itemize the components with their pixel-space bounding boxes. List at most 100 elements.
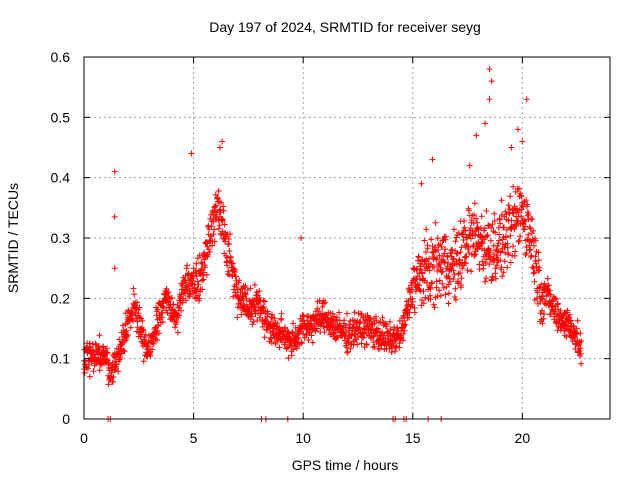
data-point bbox=[363, 341, 370, 348]
data-point bbox=[508, 144, 515, 151]
data-point bbox=[241, 284, 248, 291]
data-point bbox=[434, 235, 441, 242]
data-point bbox=[487, 237, 494, 244]
data-point bbox=[472, 232, 479, 239]
data-point bbox=[136, 304, 143, 311]
data-point bbox=[213, 202, 219, 209]
data-point bbox=[250, 318, 257, 325]
data-point bbox=[278, 316, 285, 323]
data-point bbox=[445, 281, 452, 288]
data-point bbox=[466, 162, 473, 169]
data-point bbox=[419, 270, 426, 277]
data-point bbox=[319, 304, 326, 310]
data-point bbox=[494, 242, 501, 249]
data-point bbox=[195, 281, 202, 288]
data-point bbox=[199, 286, 206, 293]
data-point bbox=[360, 334, 367, 341]
data-point bbox=[261, 334, 268, 341]
data-point bbox=[417, 263, 424, 270]
data-point bbox=[178, 307, 184, 314]
data-point bbox=[452, 238, 459, 245]
axis-ticks bbox=[83, 56, 610, 420]
y-tick-label: 0 bbox=[62, 411, 70, 427]
data-point bbox=[418, 180, 425, 187]
data-point bbox=[124, 332, 131, 338]
data-point bbox=[351, 309, 358, 316]
data-point bbox=[322, 299, 329, 306]
data-point bbox=[260, 304, 267, 310]
data-point bbox=[154, 337, 161, 344]
data-point bbox=[216, 222, 223, 229]
data-point bbox=[276, 344, 283, 351]
data-point bbox=[475, 225, 481, 232]
data-point bbox=[236, 277, 243, 284]
data-point bbox=[242, 291, 249, 298]
data-point bbox=[251, 281, 258, 288]
data-point bbox=[90, 368, 97, 375]
data-point bbox=[406, 309, 413, 316]
data-point bbox=[247, 285, 254, 292]
data-point bbox=[431, 264, 438, 271]
data-point bbox=[496, 237, 502, 244]
data-point bbox=[461, 218, 467, 224]
data-point bbox=[321, 329, 328, 336]
data-point bbox=[130, 317, 137, 324]
data-point bbox=[139, 317, 146, 324]
data-point bbox=[522, 223, 529, 230]
data-point bbox=[140, 327, 147, 334]
data-point bbox=[549, 302, 556, 309]
data-point bbox=[454, 250, 461, 257]
data-point bbox=[545, 282, 552, 289]
data-point bbox=[498, 197, 505, 204]
data-point bbox=[290, 320, 297, 327]
data-point bbox=[110, 374, 117, 381]
data-point bbox=[531, 278, 538, 285]
data-point bbox=[134, 299, 141, 306]
data-point bbox=[379, 314, 386, 321]
data-point bbox=[150, 340, 157, 347]
data-point bbox=[256, 288, 263, 295]
data-point bbox=[557, 307, 564, 314]
data-point bbox=[409, 286, 415, 293]
data-point bbox=[433, 284, 440, 291]
data-point bbox=[483, 207, 490, 214]
data-point bbox=[184, 283, 191, 290]
data-point bbox=[432, 244, 439, 251]
data-point bbox=[533, 263, 540, 270]
data-point bbox=[135, 310, 142, 317]
data-point bbox=[530, 227, 537, 234]
x-tick-label: 0 bbox=[80, 430, 88, 446]
data-point bbox=[457, 249, 464, 256]
data-point bbox=[416, 286, 423, 293]
data-point bbox=[445, 260, 451, 266]
data-point bbox=[460, 237, 467, 243]
data-point bbox=[450, 276, 457, 282]
data-point bbox=[505, 202, 512, 209]
data-point bbox=[437, 292, 444, 299]
data-point bbox=[115, 368, 122, 375]
data-point bbox=[188, 150, 195, 157]
data-point bbox=[380, 335, 386, 342]
data-point bbox=[458, 244, 465, 251]
data-point bbox=[530, 270, 537, 277]
data-point bbox=[526, 247, 533, 254]
data-point bbox=[439, 280, 446, 287]
data-point bbox=[471, 211, 477, 218]
data-point bbox=[96, 367, 103, 374]
data-point bbox=[441, 258, 447, 265]
data-point bbox=[165, 293, 172, 299]
data-point bbox=[479, 240, 486, 247]
data-point bbox=[458, 282, 465, 289]
data-point bbox=[456, 260, 463, 267]
data-point bbox=[109, 359, 116, 366]
data-point bbox=[375, 325, 381, 332]
data-point bbox=[527, 246, 534, 253]
data-point bbox=[434, 267, 441, 274]
data-point bbox=[173, 319, 180, 325]
data-point bbox=[386, 318, 393, 325]
data-point bbox=[219, 217, 226, 224]
data-point bbox=[164, 290, 171, 297]
data-point bbox=[264, 313, 271, 320]
data-point bbox=[516, 237, 523, 244]
data-point bbox=[442, 291, 449, 298]
